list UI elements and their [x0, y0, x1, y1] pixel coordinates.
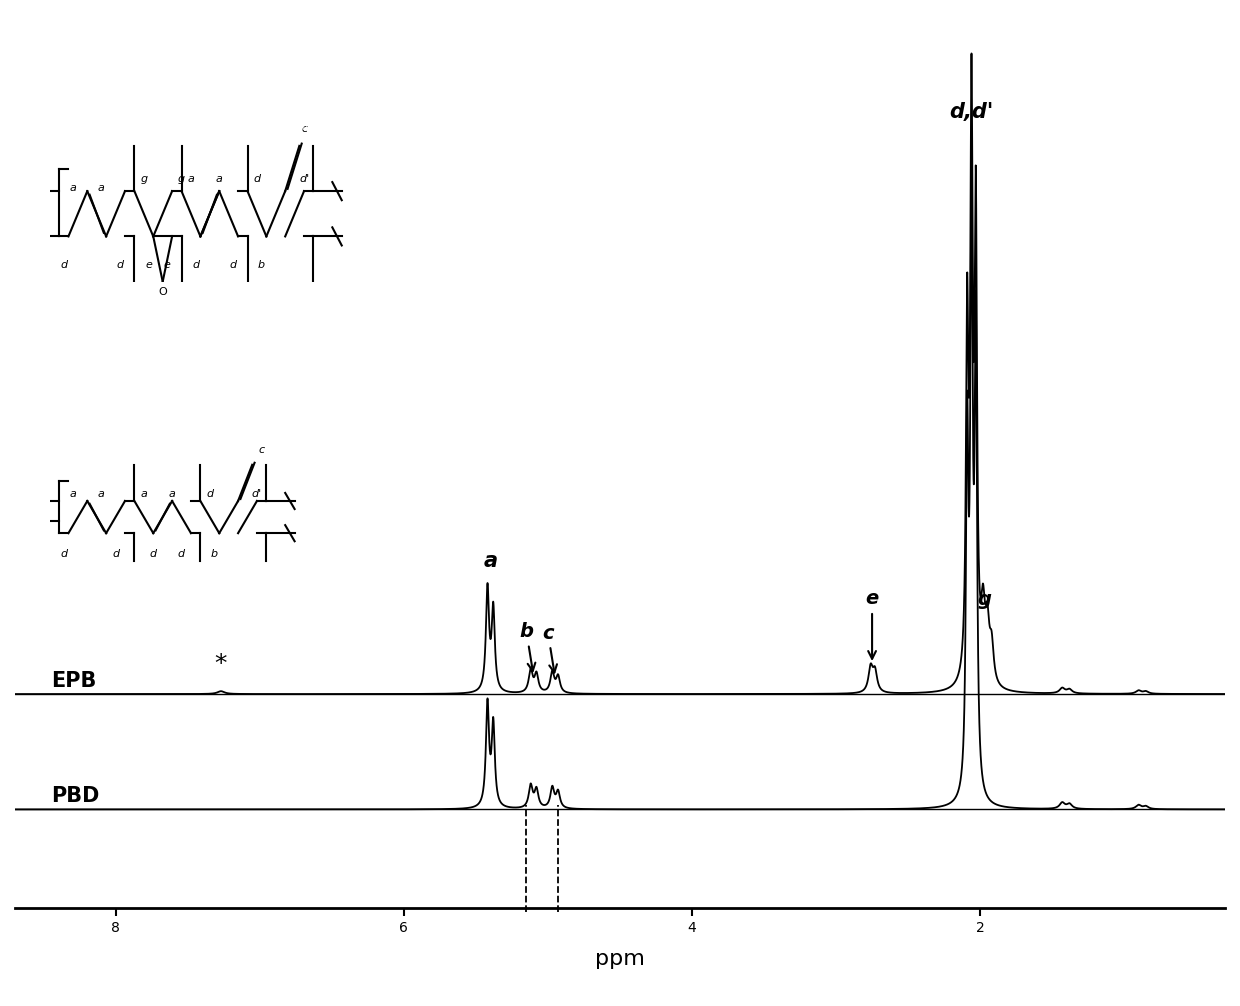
Text: a: a [216, 174, 223, 184]
Text: a: a [98, 183, 105, 193]
Text: d': d' [252, 489, 262, 499]
Text: d: d [61, 549, 67, 559]
Text: a: a [187, 174, 195, 184]
Text: c: c [259, 445, 264, 455]
Text: c: c [542, 624, 557, 673]
Text: g: g [977, 590, 992, 609]
Text: d': d' [299, 174, 309, 184]
Text: d: d [61, 261, 67, 270]
X-axis label: ppm: ppm [595, 950, 645, 970]
Text: a: a [69, 183, 77, 193]
Text: a: a [69, 489, 77, 499]
Text: d: d [192, 261, 200, 270]
Text: d: d [117, 261, 124, 270]
Text: g: g [140, 174, 148, 184]
Text: d: d [229, 261, 237, 270]
Text: e: e [145, 261, 153, 270]
Text: d,d': d,d' [950, 102, 993, 122]
Text: c: c [301, 125, 308, 134]
Text: d: d [112, 549, 119, 559]
Text: EPB: EPB [51, 671, 97, 691]
Text: e: e [866, 590, 879, 659]
Text: *: * [215, 652, 227, 676]
Text: b: b [258, 261, 265, 270]
Text: b: b [211, 549, 218, 559]
Text: d: d [150, 549, 156, 559]
Text: EPB polymer structure (see labels a,b,c,d,e,g): EPB polymer structure (see labels a,b,c,… [62, 121, 317, 131]
Text: b: b [520, 622, 536, 671]
Text: a: a [140, 489, 148, 499]
Text: O: O [159, 288, 167, 297]
Text: a: a [484, 551, 497, 570]
Text: g: g [179, 174, 185, 184]
Text: e: e [164, 261, 171, 270]
Text: d: d [179, 549, 185, 559]
Text: d: d [253, 174, 260, 184]
Text: a: a [169, 489, 176, 499]
Text: PBD: PBD [51, 786, 99, 806]
Text: a: a [98, 489, 105, 499]
Text: d: d [206, 489, 213, 499]
